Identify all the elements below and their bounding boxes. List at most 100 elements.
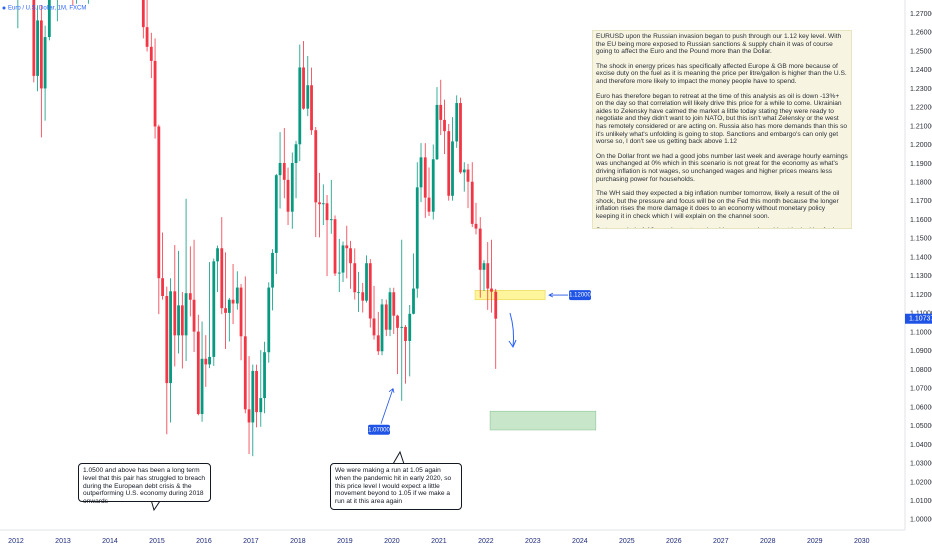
x-tick-label: 2024 bbox=[572, 538, 588, 545]
candle-body bbox=[384, 304, 388, 330]
candle-body bbox=[365, 263, 368, 301]
y-tick-label: 1.27000 bbox=[910, 11, 932, 18]
candle-body bbox=[180, 305, 184, 336]
y-tick-label: 1.03000 bbox=[910, 461, 932, 468]
direction-arrow bbox=[508, 312, 517, 349]
price-label-box bbox=[368, 424, 390, 435]
note-paragraph: So to conclude 1.12 remains a strong lev… bbox=[596, 227, 848, 228]
y-tick-label: 1.01000 bbox=[910, 498, 932, 505]
candle-body bbox=[263, 352, 266, 399]
label-arrow bbox=[548, 292, 568, 298]
y-tick-label: 1.09000 bbox=[910, 348, 932, 355]
y-tick-label: 1.17000 bbox=[910, 198, 932, 205]
candle-body bbox=[404, 326, 407, 341]
candle-body bbox=[251, 370, 255, 423]
candle-body bbox=[161, 278, 164, 297]
candle-body bbox=[39, 20, 43, 89]
y-tick-label: 1.14000 bbox=[910, 254, 932, 261]
note-paragraph: EURUSD upon the Russian invasion began t… bbox=[596, 33, 842, 56]
x-tick-label: 2022 bbox=[478, 538, 494, 545]
candle-body bbox=[329, 219, 333, 221]
candle-body bbox=[231, 299, 235, 304]
candle-body bbox=[282, 162, 286, 180]
y-tick-label: 1.24000 bbox=[910, 67, 932, 74]
y-tick-label: 1.06000 bbox=[910, 404, 932, 411]
y-tick-label: 1.12000 bbox=[910, 292, 932, 299]
candle-body bbox=[184, 293, 188, 336]
callout-box: We were making a run at 1.05 again when … bbox=[330, 463, 462, 510]
candle-body bbox=[220, 248, 224, 309]
candle-body bbox=[141, 0, 145, 28]
y-tick-label: 1.00000 bbox=[910, 517, 932, 524]
x-tick-label: 2028 bbox=[760, 538, 776, 545]
candle-body bbox=[443, 119, 446, 132]
overlays: 1.12000 1.07000 bbox=[368, 290, 592, 435]
candle-body bbox=[208, 356, 211, 365]
candle-body bbox=[243, 336, 247, 410]
candle-body bbox=[408, 313, 412, 341]
y-tick-label: 1.02000 bbox=[910, 479, 932, 486]
candle-body bbox=[36, 20, 39, 76]
price-label: 1.12000 bbox=[569, 293, 591, 299]
candle-body bbox=[353, 263, 357, 293]
candle-body bbox=[388, 292, 392, 330]
candle-body bbox=[227, 299, 231, 313]
y-tick-label: 1.05000 bbox=[910, 423, 932, 430]
price-zone bbox=[489, 410, 597, 431]
y-tick-label: 1.25000 bbox=[910, 48, 932, 55]
candle-body bbox=[486, 263, 490, 289]
candle-body bbox=[462, 169, 466, 173]
y-tick-label: 1.26000 bbox=[910, 30, 932, 37]
candle-body bbox=[392, 292, 396, 316]
plot-area bbox=[17, 0, 597, 457]
candle-body bbox=[368, 263, 372, 319]
candle-body bbox=[306, 85, 310, 109]
candle-body bbox=[298, 67, 302, 145]
x-tick-label: 2020 bbox=[384, 538, 400, 545]
note-paragraph: The WH said they expected a big inflatio… bbox=[596, 190, 840, 220]
candle-body bbox=[192, 299, 196, 332]
candle-body bbox=[321, 203, 325, 205]
candle-body bbox=[204, 358, 208, 365]
candle-body bbox=[196, 331, 200, 415]
candle-body bbox=[259, 398, 263, 413]
note-paragraph: The shock in energy prices has specifica… bbox=[596, 62, 847, 85]
x-tick-label: 2025 bbox=[619, 538, 635, 545]
candle-body bbox=[455, 103, 459, 142]
candle-body bbox=[451, 141, 454, 196]
candle-body bbox=[412, 288, 415, 314]
candle-body bbox=[212, 261, 216, 357]
x-tick-label: 2012 bbox=[8, 538, 24, 545]
symbol-dot bbox=[2, 6, 6, 10]
candle-body bbox=[157, 126, 161, 279]
candle-body bbox=[43, 37, 47, 89]
candle-body bbox=[341, 245, 345, 273]
candle-body bbox=[235, 287, 239, 304]
candle-body bbox=[494, 291, 498, 319]
x-tick-label: 2014 bbox=[102, 538, 118, 545]
x-tick-label: 2016 bbox=[196, 538, 212, 545]
candle-body bbox=[466, 169, 470, 182]
y-tick-label: 1.10000 bbox=[910, 329, 932, 336]
note-paragraph: Euro has therefore began to retreat at t… bbox=[596, 92, 848, 146]
candle-body bbox=[482, 263, 486, 270]
y-tick-label: 1.15000 bbox=[910, 236, 932, 243]
candle-body bbox=[177, 305, 180, 336]
x-tick-label: 2018 bbox=[290, 538, 306, 545]
candle-body bbox=[318, 202, 321, 205]
price-label: 1.07000 bbox=[368, 427, 390, 433]
candle-body bbox=[247, 409, 251, 423]
candle-body bbox=[32, 0, 36, 76]
candle-body bbox=[274, 175, 278, 253]
price-label-box bbox=[569, 290, 591, 301]
candle-body bbox=[239, 287, 243, 337]
x-tick-label: 2023 bbox=[525, 538, 541, 545]
candle-body bbox=[294, 144, 298, 163]
label-arrow bbox=[380, 388, 395, 424]
y-tick-label: 1.19000 bbox=[910, 161, 932, 168]
candle-body bbox=[435, 104, 439, 160]
candle-body bbox=[470, 181, 474, 224]
candle-body bbox=[271, 252, 274, 288]
chart-title: Euro / U.S. Dollar, 1M, FXCM bbox=[8, 6, 86, 12]
